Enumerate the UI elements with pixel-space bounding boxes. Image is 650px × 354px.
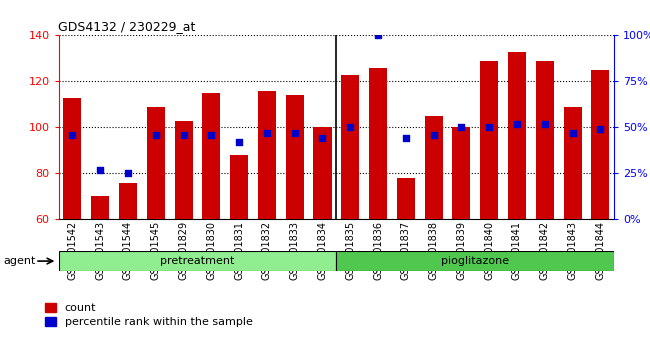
Point	[428, 132, 439, 138]
Bar	[369, 68, 387, 219]
Bar	[147, 107, 165, 219]
Bar	[508, 51, 526, 219]
Point	[178, 132, 188, 138]
Text: GDS4132 / 230229_at: GDS4132 / 230229_at	[58, 20, 196, 33]
Bar	[91, 196, 109, 219]
Point	[206, 132, 216, 138]
Point	[512, 121, 522, 127]
Point	[567, 130, 578, 136]
Bar	[396, 178, 415, 219]
Point	[289, 130, 300, 136]
Bar	[564, 107, 582, 219]
Text: pretreatment: pretreatment	[161, 256, 235, 266]
Point	[456, 125, 467, 130]
Bar	[480, 61, 499, 219]
Point	[262, 130, 272, 136]
Point	[234, 139, 244, 145]
Point	[595, 126, 606, 132]
FancyBboxPatch shape	[337, 251, 614, 271]
Bar	[592, 70, 610, 219]
Bar	[285, 95, 304, 219]
Bar	[230, 155, 248, 219]
FancyBboxPatch shape	[58, 251, 337, 271]
Point	[95, 167, 105, 173]
Point	[67, 132, 77, 138]
Text: agent: agent	[3, 256, 35, 266]
Bar	[452, 127, 471, 219]
Bar	[536, 61, 554, 219]
Point	[540, 121, 550, 127]
Point	[400, 136, 411, 141]
Bar	[174, 120, 192, 219]
Bar	[258, 91, 276, 219]
Bar	[63, 97, 81, 219]
Point	[317, 136, 328, 141]
Bar	[119, 183, 137, 219]
Legend: count, percentile rank within the sample: count, percentile rank within the sample	[45, 303, 252, 327]
Bar	[424, 116, 443, 219]
Bar	[313, 127, 332, 219]
Point	[345, 125, 356, 130]
Point	[123, 171, 133, 176]
Point	[484, 125, 495, 130]
Bar	[202, 93, 220, 219]
Bar	[341, 74, 359, 219]
Point	[373, 33, 384, 38]
Point	[151, 132, 161, 138]
Text: pioglitazone: pioglitazone	[441, 256, 510, 266]
